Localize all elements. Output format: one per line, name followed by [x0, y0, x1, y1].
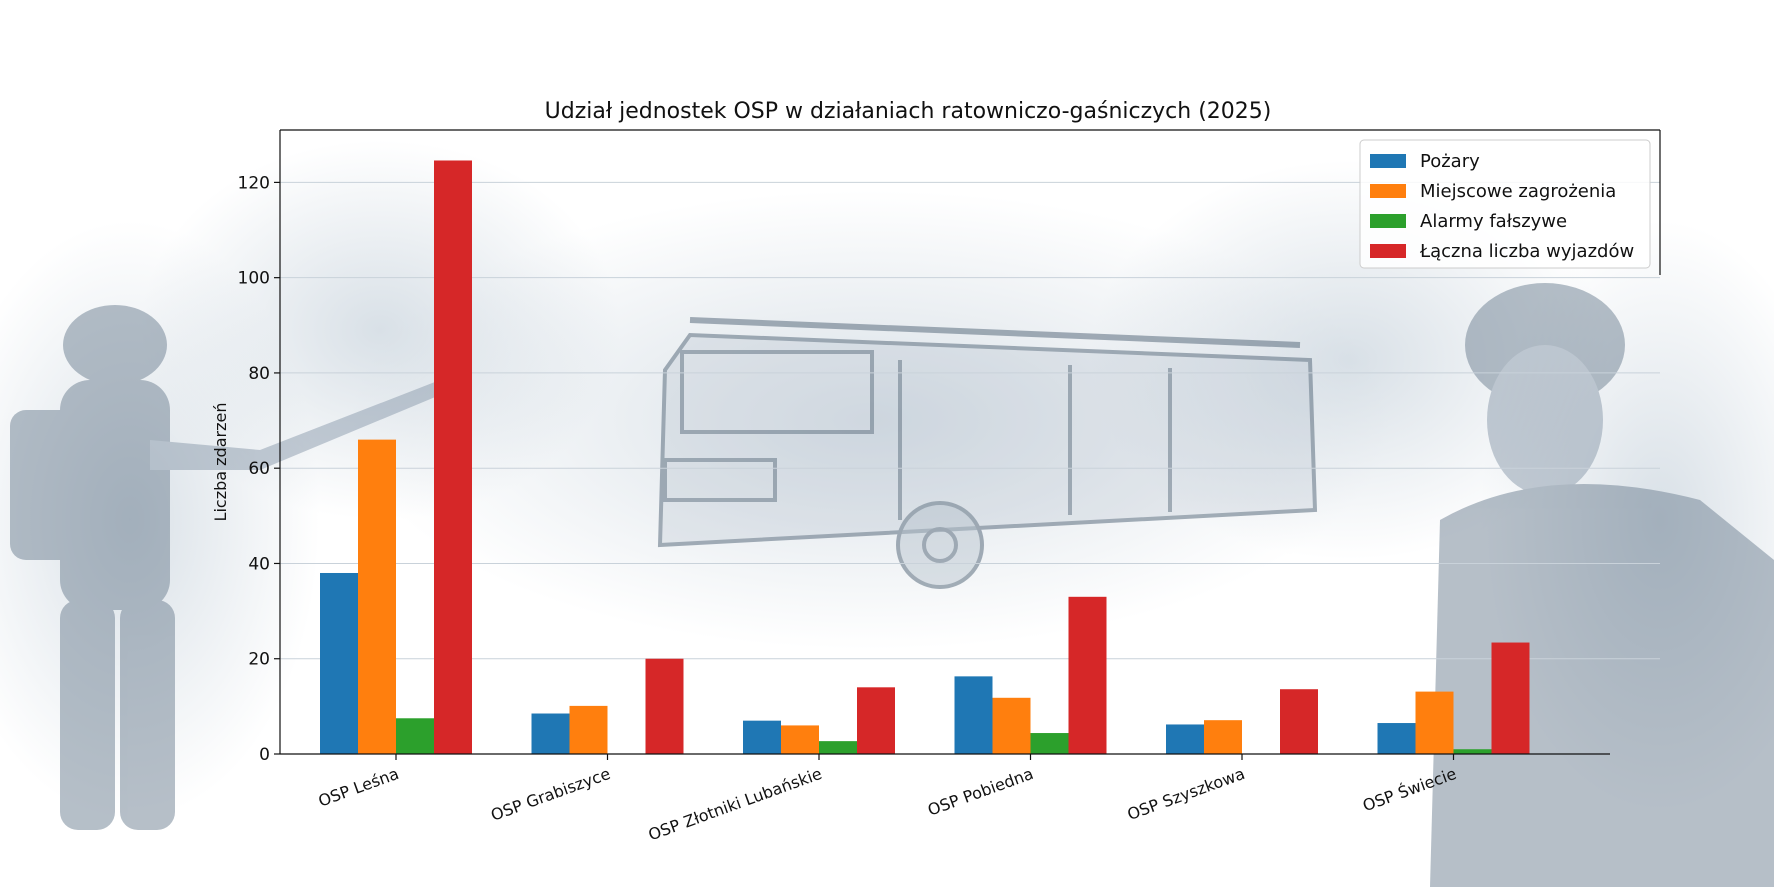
- legend-swatch: [1370, 244, 1406, 258]
- bar: [1030, 733, 1069, 754]
- bar: [992, 697, 1031, 754]
- bars: [320, 160, 1530, 755]
- bar: [1453, 749, 1492, 754]
- firefighter-right-illustration: [1430, 283, 1774, 887]
- bar: [1491, 642, 1530, 754]
- y-tick-label: 20: [248, 650, 270, 670]
- legend-swatch: [1370, 154, 1406, 168]
- bar: [645, 658, 684, 754]
- y-tick-label: 80: [248, 364, 270, 384]
- bar: [1377, 723, 1416, 754]
- legend-label: Alarmy fałszywe: [1420, 211, 1567, 232]
- bar: [569, 705, 608, 754]
- legend-label: Łączna liczba wyjazdów: [1419, 241, 1634, 262]
- bar: [857, 687, 895, 754]
- x-tick-label: OSP Pobiedna: [925, 764, 1036, 820]
- x-tick-label: OSP Leśna: [316, 764, 402, 811]
- bar: [320, 572, 358, 754]
- bar: [819, 741, 857, 754]
- y-tick-label: 60: [248, 459, 270, 479]
- legend: Pożary Miejscowe zagrożenia Alarmy fałszyw…: [1359, 139, 1651, 269]
- background-illustration: [0, 140, 1774, 887]
- bar: [358, 439, 396, 754]
- bar: [1068, 596, 1107, 754]
- bar: [781, 725, 819, 754]
- legend-swatch: [1370, 214, 1406, 228]
- y-tick-label: 120: [238, 173, 270, 193]
- bar: [531, 713, 570, 754]
- firefighter-left-illustration: [10, 305, 440, 830]
- x-tick-label: OSP Grabiszyce: [488, 764, 613, 825]
- bar: [1415, 691, 1454, 754]
- y-tick-label: 40: [248, 554, 270, 574]
- chart-title: Udział jednostek OSP w działaniach ratow…: [545, 99, 1272, 124]
- legend-label: Pożary: [1420, 151, 1480, 172]
- legend-box: [1359, 139, 1651, 269]
- bar: [1280, 689, 1318, 754]
- bar: [1204, 720, 1242, 754]
- y-tick-label: 100: [238, 269, 270, 289]
- bar: [743, 720, 781, 754]
- legend-label: Miejscowe zagrożenia: [1420, 181, 1616, 202]
- axes: [279, 129, 1661, 755]
- bar: [396, 718, 434, 754]
- bar: [434, 160, 472, 755]
- x-axis-ticks: OSP Leśna OSP Grabiszyce OSP Złotniki Luba…: [316, 754, 1459, 844]
- bar: [1166, 724, 1204, 754]
- y-axis-ticks: 0 20 40 60 80 100 120: [238, 173, 280, 765]
- fire-truck-illustration: [657, 317, 1318, 589]
- y-tick-label: 0: [259, 745, 270, 765]
- legend-swatch: [1370, 184, 1406, 198]
- bar: [954, 676, 993, 754]
- y-axis-label: Liczba zdarzeń: [211, 403, 230, 522]
- x-tick-label: OSP Złotniki Lubańskie: [646, 764, 825, 845]
- x-tick-label: OSP Szyszkowa: [1125, 764, 1248, 824]
